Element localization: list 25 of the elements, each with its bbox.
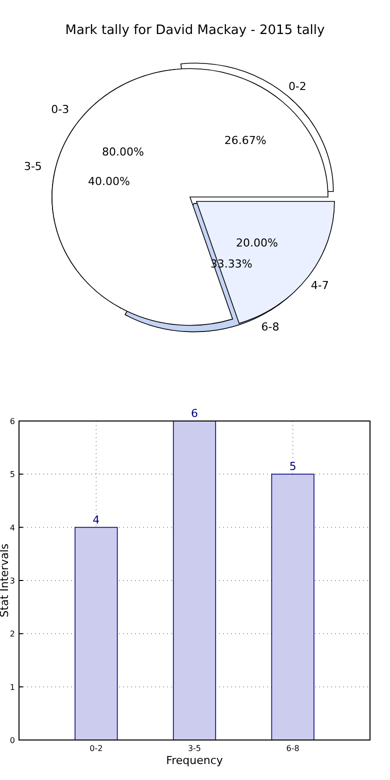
- slice-label: 0-3: [51, 103, 70, 116]
- y-tick-label: 6: [10, 417, 15, 426]
- x-tick-label: 3-5: [188, 744, 202, 753]
- slice-label: 0-2: [288, 80, 306, 94]
- y-tick-label: 4: [10, 523, 15, 532]
- y-tick-label: 5: [10, 470, 15, 480]
- x-tick-label: 0-2: [90, 744, 103, 753]
- y-axis-title: Stat Intervals: [0, 543, 11, 618]
- y-tick-label: 2: [10, 630, 15, 639]
- slice-label: 6-8: [261, 320, 280, 334]
- data-label: 40.00%: [88, 175, 130, 188]
- data-label: 6: [191, 407, 198, 420]
- data-label: 5: [289, 460, 296, 474]
- y-tick-label: 1: [10, 682, 15, 692]
- y-tick-label: 0: [10, 736, 15, 745]
- x-tick-label: 6-8: [286, 744, 300, 753]
- data-label: 80.00%: [102, 146, 144, 159]
- chart-title: Mark tally for David Mackay - 2015 tally: [65, 23, 326, 38]
- data-label: 20.00%: [236, 236, 278, 250]
- slice-label: 4-7: [310, 278, 329, 292]
- data-label: 4: [92, 513, 100, 526]
- slice-label: 3-5: [24, 160, 42, 173]
- data-label: 26.67%: [224, 134, 266, 147]
- x-axis-title: Frequency: [166, 754, 224, 767]
- y-tick-label: 3: [10, 576, 15, 586]
